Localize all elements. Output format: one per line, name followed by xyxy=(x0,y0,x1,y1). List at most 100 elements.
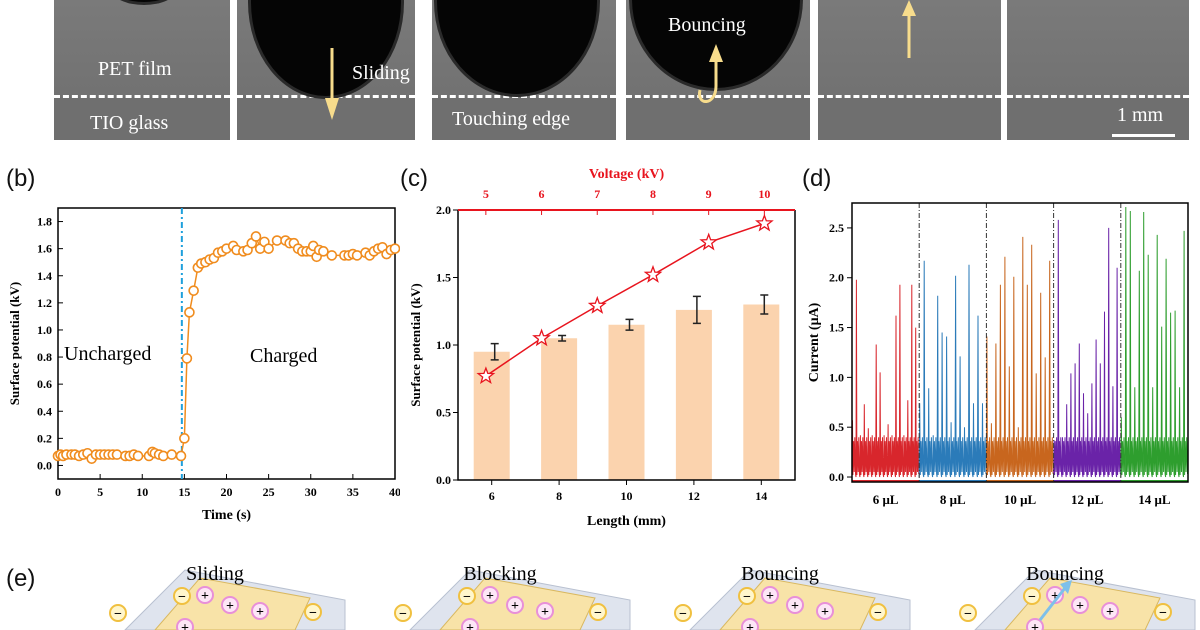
y-tick-label: 1.5 xyxy=(436,271,451,285)
chart-d-current-by-volume: 6 μL 8 μL 10 μL 12 μL 14 μL 0.0 0.5 1.0 1.5 2.0 2.… xyxy=(807,202,1189,507)
x-tick-label: 15 xyxy=(178,485,190,499)
y-axis-label: Surface potential (kV) xyxy=(7,282,22,406)
x-tick-label: 0 xyxy=(55,485,61,499)
error-bar xyxy=(625,318,634,331)
segment-label: 10 μL xyxy=(1004,492,1037,507)
top-x-tick-label: 7 xyxy=(594,187,600,201)
positive-charge-icon xyxy=(761,586,779,604)
panel-label-c: (c) xyxy=(400,165,428,192)
bar xyxy=(743,304,780,480)
current-trace-1 xyxy=(918,260,987,478)
minus-sign: − xyxy=(463,590,471,605)
y-tick-label: 1.0 xyxy=(436,338,451,352)
y-tick-label: 2.0 xyxy=(436,203,451,217)
photo-pet-film: PET film TIO glass xyxy=(54,0,230,140)
panel-label-d: (d) xyxy=(802,165,832,192)
plus-sign: + xyxy=(1076,599,1084,614)
positive-charge-icon xyxy=(481,586,499,604)
plus-sign: + xyxy=(766,589,774,604)
bar xyxy=(608,324,645,480)
y-tick-label: 1.4 xyxy=(37,269,52,283)
photo-bouncing: Bouncing xyxy=(626,0,810,140)
segment-label: 14 μL xyxy=(1138,492,1171,507)
chart-c-surface-potential-vs-length: 6 8 10 12 14 0.0 0.5 1.0 1.5 2.0 5 6 7 8 9 10 Length (mm… xyxy=(408,167,796,529)
top-x-axis-label: Voltage (kV) xyxy=(589,167,665,182)
bounce-arrow-icon xyxy=(698,44,723,103)
data-point xyxy=(250,231,262,242)
plus-sign: + xyxy=(1031,621,1039,630)
schematic-title: Sliding xyxy=(186,563,244,585)
y-tick-label: 1.6 xyxy=(37,242,52,256)
plot-frame xyxy=(851,202,1189,483)
motion-arrow-icon xyxy=(1038,587,1067,621)
data-point xyxy=(188,285,199,296)
top-x-tick-label: 10 xyxy=(758,187,770,201)
y-tick-label: 1.8 xyxy=(37,215,52,229)
star-marker xyxy=(699,232,719,251)
plus-sign: + xyxy=(256,605,264,620)
positive-charge-icon xyxy=(1071,596,1089,614)
positive-charge-icon xyxy=(786,596,804,614)
minus-sign: − xyxy=(679,607,687,622)
negative-charge-icon xyxy=(304,603,322,621)
y-tick-label: 0.4 xyxy=(37,404,52,418)
bar xyxy=(473,351,510,480)
y-tick-label: 1.0 xyxy=(37,323,52,337)
data-point xyxy=(132,450,144,462)
current-trace-4 xyxy=(1120,206,1188,478)
schematic-title: Bouncing xyxy=(741,563,819,585)
data-point xyxy=(111,449,123,460)
top-x-tick-label: 9 xyxy=(706,187,712,201)
bar xyxy=(675,309,712,480)
minus-sign: − xyxy=(743,590,751,605)
positive-charge-icon xyxy=(536,602,554,620)
top-x-tick-label: 6 xyxy=(539,187,545,201)
negative-charge-icon xyxy=(1154,603,1172,621)
arrow-up-icon xyxy=(902,0,916,58)
positive-charge-icon xyxy=(176,618,194,630)
error-bar xyxy=(692,295,701,325)
y-tick-label: 0.2 xyxy=(37,431,52,445)
positive-charge-icon xyxy=(221,596,239,614)
minus-sign: − xyxy=(964,607,972,622)
x-tick-label: 30 xyxy=(305,485,317,499)
plus-sign: + xyxy=(746,621,754,630)
x-tick-label: 10 xyxy=(621,489,633,503)
panel-label-b: (b) xyxy=(6,165,36,192)
plus-sign: + xyxy=(791,599,799,614)
y-tick-label: 2.5 xyxy=(829,221,844,235)
y-tick-label: 0.0 xyxy=(436,473,451,487)
label-sliding: Sliding xyxy=(352,62,410,84)
x-tick-label: 35 xyxy=(347,485,359,499)
plus-sign: + xyxy=(486,589,494,604)
y-axis-label: Current (μA) xyxy=(807,302,822,382)
data-point xyxy=(175,450,187,462)
data-point xyxy=(166,449,178,460)
positive-charge-icon xyxy=(461,618,479,630)
photo-touching-edge: Touching edge xyxy=(432,0,616,140)
label-tio-glass: TIO glass xyxy=(90,112,169,134)
y-tick-label: 0.8 xyxy=(37,350,52,364)
current-trace-3 xyxy=(1053,219,1121,478)
segment-label: 12 μL xyxy=(1071,492,1104,507)
plus-sign: + xyxy=(1051,589,1059,604)
plus-sign: + xyxy=(821,605,829,620)
minus-sign: − xyxy=(309,606,317,621)
star-marker xyxy=(643,264,663,283)
x-axis-label: Time (s) xyxy=(202,508,251,523)
segment-label: 6 μL xyxy=(873,492,899,507)
negative-charge-icon xyxy=(109,604,127,622)
error-bar xyxy=(760,294,769,315)
data-point xyxy=(181,353,193,364)
chart-b-surface-potential-vs-time: 0 5 10 15 20 25 30 35 40 0.0 0.2 0.4 0.6 0.8 1.0 1.2 1.4… xyxy=(7,207,400,523)
positive-charge-icon xyxy=(741,618,759,630)
schematic-title: Bouncing xyxy=(1026,563,1104,585)
photo-final: 1 mm xyxy=(1007,0,1189,140)
plus-sign: + xyxy=(541,605,549,620)
plus-sign: + xyxy=(466,621,474,630)
minus-sign: − xyxy=(1159,606,1167,621)
data-point xyxy=(158,450,169,462)
y-tick-label: 1.5 xyxy=(829,321,844,335)
x-tick-label: 25 xyxy=(263,485,275,499)
x-tick-label: 6 xyxy=(489,489,495,503)
